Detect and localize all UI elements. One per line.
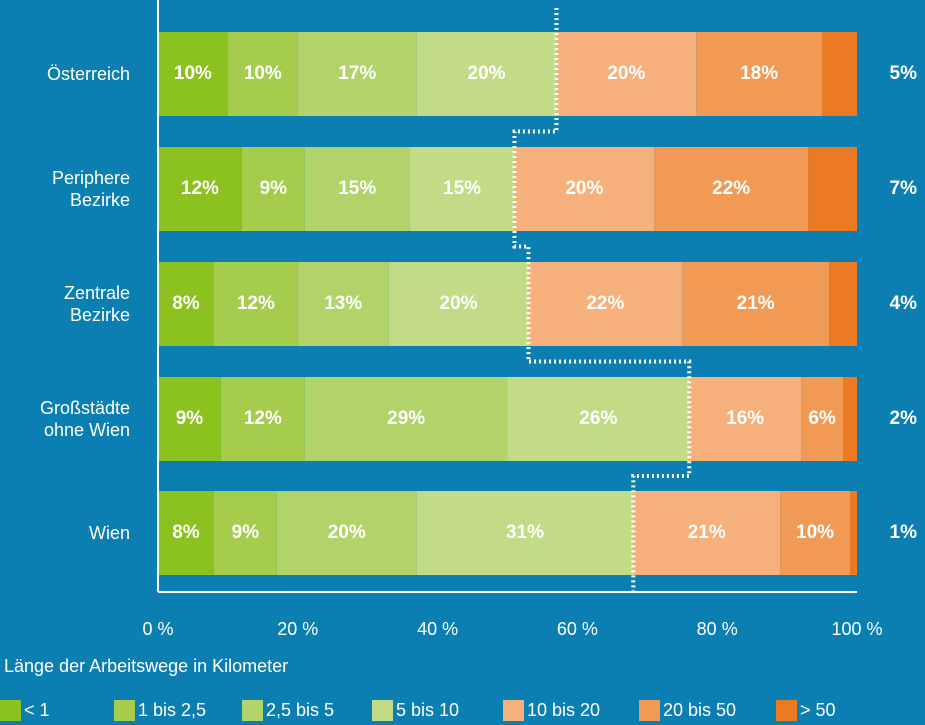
bar-segment	[304, 377, 508, 461]
bar-segment	[304, 147, 410, 231]
bar-segment	[158, 147, 242, 231]
value-label: 8%	[172, 293, 200, 314]
x-tick-label: 20 %	[277, 619, 318, 639]
bar-segment	[507, 377, 690, 461]
bar-segment	[388, 262, 529, 346]
value-label: 20%	[440, 293, 478, 314]
legend-swatch	[503, 700, 524, 721]
bar-segment	[297, 32, 417, 116]
bar-segment	[158, 32, 228, 116]
value-label: 15%	[443, 178, 481, 199]
bar-segment	[158, 491, 214, 575]
bar-segment	[633, 491, 781, 575]
bar-segment	[654, 147, 809, 231]
value-label: 2%	[890, 408, 918, 429]
value-label: 9%	[260, 178, 288, 199]
category-label: Zentrale Bezirke	[63, 283, 130, 325]
value-label: 15%	[338, 178, 376, 199]
x-tick-label: 60 %	[557, 619, 598, 639]
bar-segment	[416, 491, 634, 575]
value-label: 20%	[468, 63, 506, 84]
bar-segment	[556, 32, 697, 116]
bar-segment	[416, 32, 557, 116]
value-label: 26%	[579, 408, 617, 429]
x-tick-label: 40 %	[417, 619, 458, 639]
bar-segment	[297, 262, 389, 346]
bar-segment	[801, 377, 844, 461]
bar-segment	[158, 262, 214, 346]
legend-swatch	[242, 700, 263, 721]
bar-segment	[780, 491, 851, 575]
legend-label: < 1	[24, 700, 50, 720]
category-label: Österreich	[46, 64, 130, 84]
divider-line	[512, 8, 692, 592]
x-tick-label: 0 %	[142, 619, 173, 639]
bar-segment	[409, 147, 515, 231]
legend-label: > 50	[800, 700, 836, 720]
value-label: 13%	[324, 293, 362, 314]
bar-segment	[829, 262, 857, 346]
value-label: 8%	[172, 522, 200, 543]
legend-label: 2,5 bis 5	[266, 700, 334, 720]
bar-segment	[528, 262, 683, 346]
value-label: 9%	[176, 408, 204, 429]
legend-swatch	[776, 700, 797, 721]
value-label: 10%	[796, 522, 834, 543]
bar-segment	[689, 377, 802, 461]
value-label: 9%	[232, 522, 260, 543]
bar-segment	[514, 147, 655, 231]
legend-label: 20 bis 50	[663, 700, 736, 720]
value-label: 20%	[607, 63, 645, 84]
value-label: 10%	[174, 63, 212, 84]
bar-segment	[213, 491, 277, 575]
legend-title: Länge der Arbeitswege in Kilometer	[4, 656, 288, 676]
bar-segment	[276, 491, 417, 575]
value-label: 12%	[237, 293, 275, 314]
x-tick-label: 80 %	[697, 619, 738, 639]
value-label: 21%	[737, 293, 775, 314]
value-label: 7%	[890, 178, 918, 199]
bar-segment	[241, 147, 305, 231]
bar-segment	[843, 377, 857, 461]
legend-label: 10 bis 20	[527, 700, 600, 720]
category-label: Wien	[88, 523, 130, 543]
category-label: Periphere Bezirke	[51, 168, 130, 210]
value-label: 18%	[740, 63, 778, 84]
legend-swatch	[639, 700, 660, 721]
value-label: 16%	[726, 408, 764, 429]
value-label: 1%	[890, 522, 918, 543]
category-label: Großstädte ohne Wien	[39, 398, 130, 440]
legend-swatch	[0, 700, 21, 721]
x-tick-label: 100 %	[831, 619, 882, 639]
legend-swatch	[114, 700, 135, 721]
bar-segment	[822, 32, 857, 116]
value-label: 31%	[506, 522, 544, 543]
bar-segment	[213, 262, 298, 346]
value-label: 20%	[565, 178, 603, 199]
value-label: 12%	[244, 408, 282, 429]
value-label: 20%	[328, 522, 366, 543]
legend-swatch	[372, 700, 393, 721]
value-label: 5%	[890, 63, 918, 84]
value-label: 22%	[712, 178, 750, 199]
bar-segment	[220, 377, 305, 461]
value-label: 21%	[688, 522, 726, 543]
bar-segment	[158, 377, 221, 461]
bar-segment	[227, 32, 298, 116]
value-label: 10%	[244, 63, 282, 84]
bar-segment	[696, 32, 823, 116]
legend-label: 1 bis 2,5	[138, 700, 206, 720]
value-label: 29%	[387, 408, 425, 429]
bar-segment	[682, 262, 830, 346]
value-label: 4%	[890, 293, 918, 314]
value-label: 22%	[586, 293, 624, 314]
legend-label: 5 bis 10	[396, 700, 459, 720]
value-label: 12%	[181, 178, 219, 199]
value-label: 17%	[338, 63, 376, 84]
value-label: 6%	[808, 408, 836, 429]
bar-segment	[850, 491, 857, 575]
bar-segment	[808, 147, 857, 231]
